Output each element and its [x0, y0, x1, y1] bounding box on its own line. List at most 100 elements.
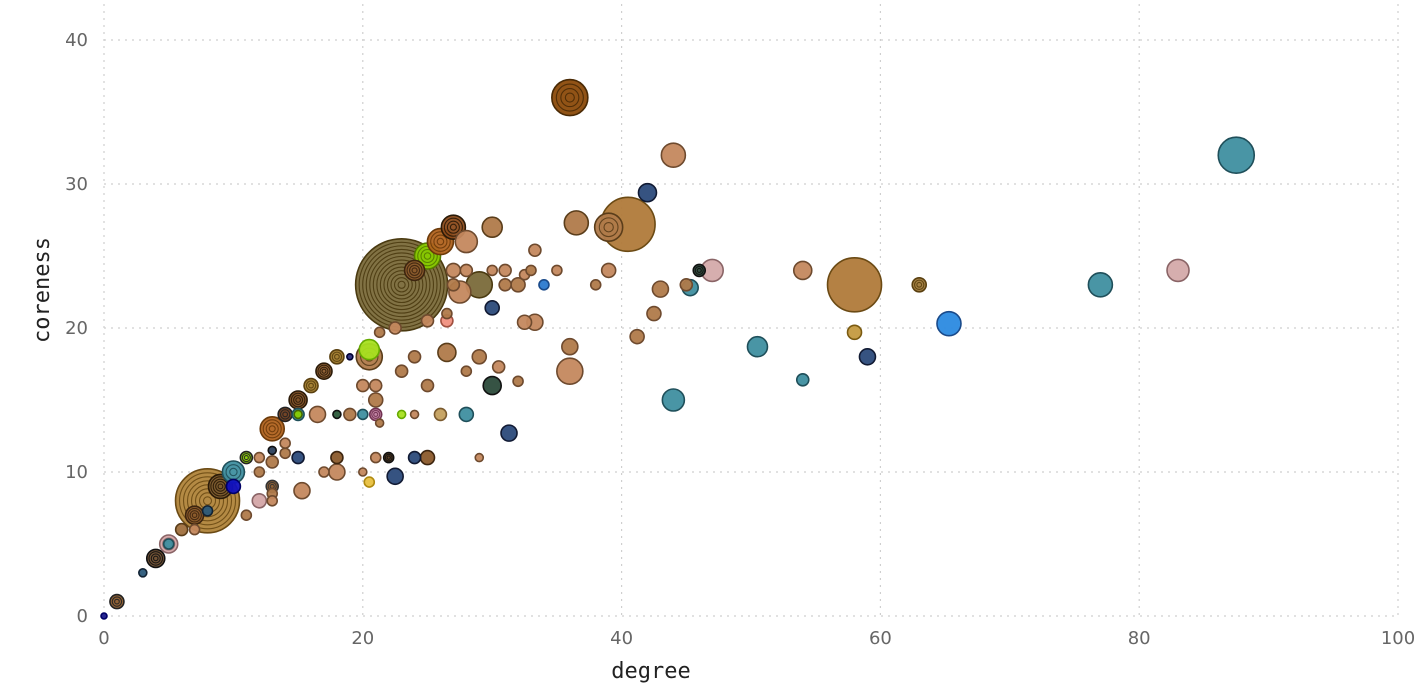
data-point: [589, 278, 602, 291]
data-point: [329, 348, 345, 365]
data-point: [253, 466, 266, 478]
bubble: [409, 409, 420, 420]
bubble-ring: [217, 483, 224, 490]
bubble: [563, 210, 590, 236]
data-point: [386, 467, 404, 486]
bubble: [374, 418, 385, 428]
data-point: [441, 307, 453, 320]
x-tick-label: 80: [1128, 628, 1151, 649]
data-point: [239, 450, 254, 465]
bubble: [646, 305, 662, 322]
bubble-ring: [406, 262, 423, 279]
bubble: [240, 509, 253, 522]
bubble: [201, 505, 214, 517]
data-point: [563, 210, 590, 236]
bubble-ring: [178, 472, 237, 530]
data-point: [409, 409, 420, 420]
bubble-ring: [430, 231, 451, 252]
data-point: [1166, 258, 1190, 283]
bubble: [637, 182, 658, 203]
data-points: [100, 78, 1256, 620]
data-point: [356, 408, 369, 421]
bubble: [363, 476, 376, 488]
data-point: [394, 364, 409, 379]
data-point: [471, 348, 488, 365]
data-point: [318, 466, 330, 478]
bubble: [291, 450, 305, 465]
data-point: [225, 478, 242, 495]
data-point: [330, 450, 344, 465]
bubble: [498, 277, 512, 292]
bubble-ring: [696, 267, 702, 273]
data-point: [184, 505, 205, 526]
bubble: [746, 335, 769, 358]
data-point: [420, 313, 435, 328]
bubble-ring: [317, 364, 331, 378]
bubble-ring: [443, 217, 463, 237]
data-point: [277, 406, 293, 423]
bubble: [396, 409, 407, 420]
data-point: [188, 523, 201, 536]
x-tick-label: 40: [610, 628, 633, 649]
bubble: [368, 378, 383, 393]
bubble: [858, 347, 877, 366]
bubble: [332, 409, 342, 420]
data-point: [355, 378, 370, 393]
bubble: [826, 256, 883, 313]
data-point: [138, 567, 148, 578]
bubble: [500, 424, 518, 442]
data-point: [481, 216, 504, 238]
bubble-ring: [362, 245, 442, 325]
data-point: [328, 463, 346, 481]
bubble: [482, 375, 503, 396]
data-point: [446, 277, 461, 292]
data-point: [1217, 136, 1256, 174]
data-point: [486, 264, 499, 277]
bubble-ring: [293, 394, 304, 406]
x-axis-title: degree: [611, 659, 690, 684]
x-tick-label: 60: [869, 628, 892, 649]
data-point: [291, 450, 305, 465]
data-point: [109, 593, 125, 610]
data-point: [593, 212, 624, 242]
data-point: [458, 406, 475, 423]
data-point: [679, 277, 694, 292]
bubble-ring: [262, 419, 282, 439]
data-point: [174, 522, 189, 537]
bubble: [267, 445, 278, 456]
bubble-ring: [446, 220, 460, 234]
bubble-ring: [560, 88, 580, 108]
bubble: [308, 405, 327, 424]
bubble-ring: [386, 455, 391, 460]
bubble-ring: [202, 496, 213, 506]
bubble-ring: [229, 467, 238, 477]
bubble: [936, 310, 962, 337]
bubble: [138, 567, 148, 578]
bubble: [551, 264, 563, 277]
bubble-ring: [379, 263, 424, 307]
bubble: [357, 467, 368, 477]
bubble-ring: [182, 476, 233, 526]
bubble: [279, 447, 291, 460]
data-point: [419, 449, 436, 466]
bubble-ring: [423, 252, 432, 260]
bubble-ring: [162, 537, 176, 551]
data-point: [460, 365, 473, 378]
bubble-ring: [111, 596, 123, 607]
data-point: [369, 451, 382, 464]
bubble-ring: [384, 453, 393, 462]
bubble-ring: [449, 223, 457, 231]
y-tick-label: 0: [77, 606, 88, 627]
bubble: [251, 492, 268, 509]
bubble: [516, 314, 533, 331]
data-point: [315, 362, 333, 381]
data-point: [561, 337, 579, 356]
data-point: [437, 342, 457, 363]
data-point: [388, 321, 402, 335]
bubble-ring: [186, 480, 229, 522]
bubble-ring: [914, 279, 925, 291]
data-point: [482, 375, 503, 396]
bubble: [419, 449, 436, 466]
bubble-ring: [187, 507, 202, 523]
bubble: [454, 229, 479, 254]
